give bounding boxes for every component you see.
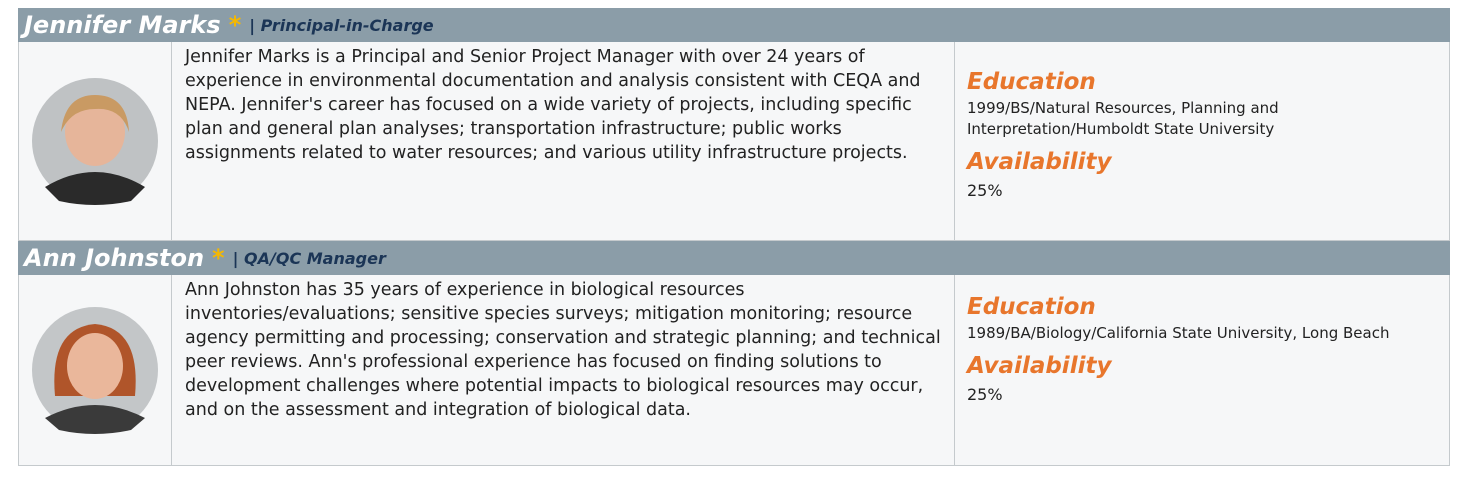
shoulders [45, 405, 145, 434]
availability: 25% [967, 385, 1003, 404]
profile: Ann Johnston * | QA/QC Manager Ann Johns… [18, 241, 1450, 466]
photo-cell [19, 42, 172, 240]
header-bar: Jennifer Marks * | Principal-in-Charge [18, 8, 1450, 42]
role: | Principal-in-Charge [249, 15, 434, 35]
education-heading: Education [967, 69, 1096, 95]
star: * [228, 11, 242, 39]
header-bar: Ann Johnston * | QA/QC Manager [18, 241, 1450, 275]
face [65, 98, 125, 166]
photo-cell [19, 275, 172, 465]
availability: 25% [967, 181, 1003, 200]
person-name: Ann Johnston [24, 244, 205, 272]
education: 1989/BA/Biology/California State Univers… [967, 324, 1390, 342]
photo [32, 78, 158, 205]
role: | QA/QC Manager [232, 248, 386, 268]
bio: Ann Johnston has 35 years of experience … [172, 275, 955, 465]
education: 1999/BS/Natural Resources, Planning and … [967, 99, 1279, 138]
bio: Jennifer Marks is a Principal and Senior… [172, 42, 955, 240]
face [67, 333, 123, 399]
education-heading: Education [967, 294, 1096, 320]
availability-heading: Availability [967, 353, 1112, 379]
profile-row: Ann Johnston has 35 years of experience … [18, 275, 1450, 466]
person-name: Jennifer Marks [24, 11, 221, 39]
availability-heading: Availability [967, 149, 1112, 175]
side-info: Education 1999/BS/Natural Resources, Pla… [955, 42, 1449, 240]
profile-row: Jennifer Marks is a Principal and Senior… [18, 42, 1450, 241]
profile: Jennifer Marks * | Principal-in-Charge J… [18, 8, 1450, 241]
shoulders [45, 172, 145, 205]
star: * [212, 244, 225, 272]
photo [32, 307, 158, 434]
side-info: Education 1989/BA/Biology/California Sta… [955, 275, 1449, 465]
hair [61, 95, 129, 132]
